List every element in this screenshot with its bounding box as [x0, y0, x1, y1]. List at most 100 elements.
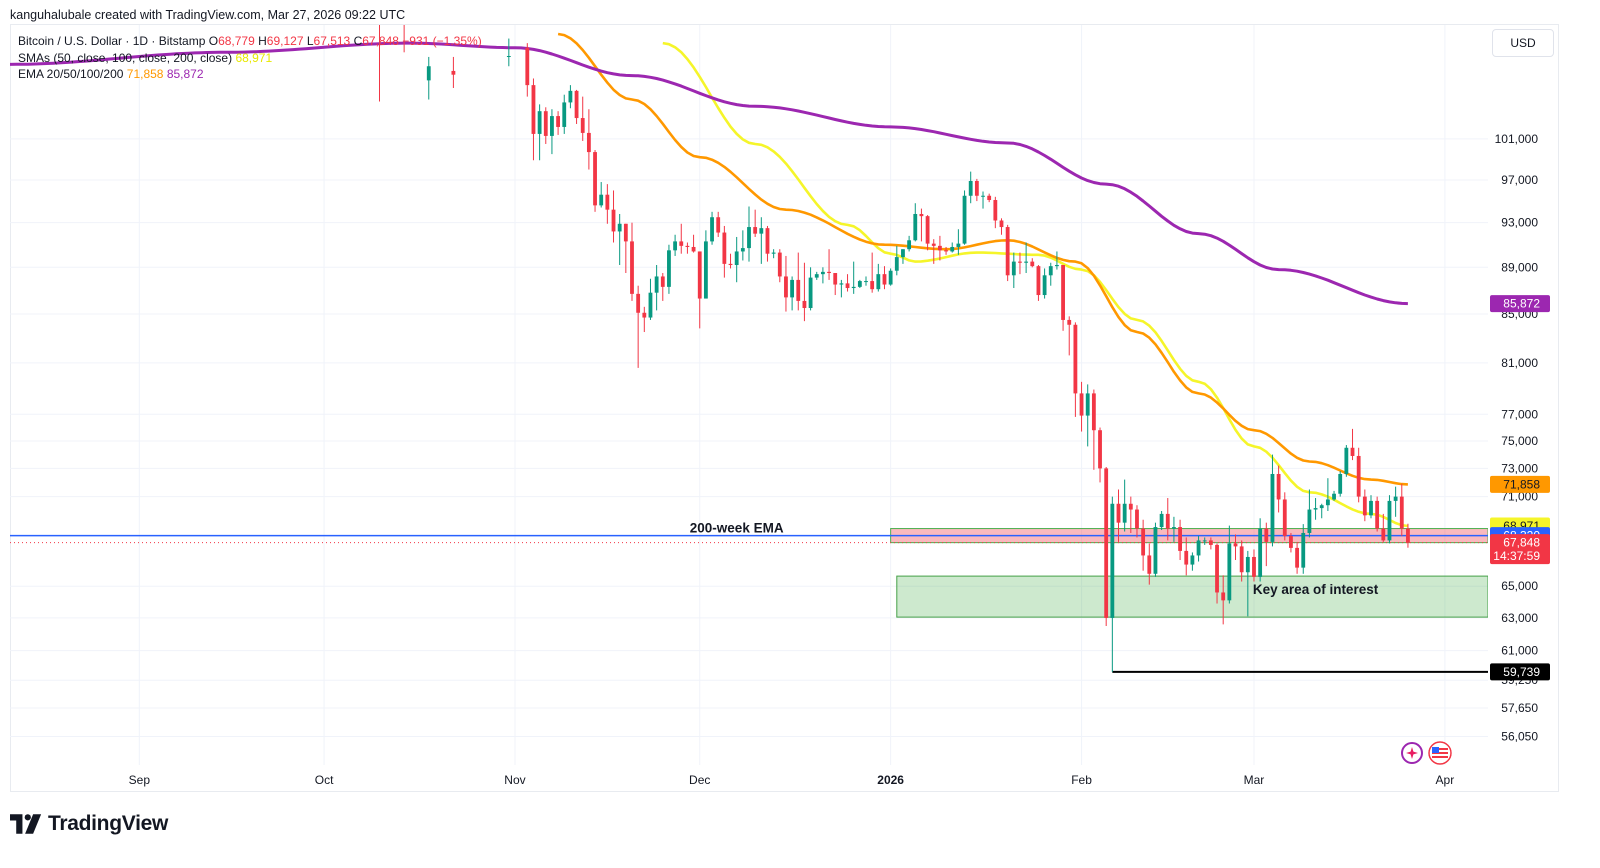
- us-flag-icon[interactable]: [1428, 741, 1452, 765]
- candle-body: [1042, 275, 1047, 296]
- candle: [1018, 252, 1022, 275]
- candle: [1270, 454, 1275, 547]
- candle: [747, 206, 751, 262]
- candle-body: [1239, 546, 1244, 573]
- candle-body: [550, 116, 554, 136]
- candle: [987, 193, 992, 203]
- tradingview-logo[interactable]: TradingView: [10, 812, 168, 836]
- currency-button[interactable]: USD: [1492, 29, 1554, 57]
- candle: [525, 43, 530, 97]
- candle: [814, 271, 819, 280]
- candle-body: [568, 90, 573, 103]
- candle-body: [1196, 540, 1201, 556]
- candle: [673, 234, 678, 256]
- candle-body: [673, 241, 678, 251]
- y-tick-label: 93,000: [1501, 216, 1538, 230]
- candle-body: [482, 12, 486, 16]
- legend-ema-row[interactable]: EMA 20/50/100/200 71,858 85,872: [18, 66, 482, 83]
- candle: [685, 242, 690, 254]
- y-tick-label: 89,000: [1501, 260, 1538, 274]
- candle-body: [1178, 527, 1182, 551]
- candle: [1067, 316, 1072, 356]
- candle: [993, 196, 998, 229]
- x-tick-label: Dec: [689, 773, 710, 787]
- moving-averages: [10, 32, 1409, 528]
- candle: [1165, 498, 1170, 541]
- candle-body: [543, 111, 548, 136]
- candle-body: [728, 263, 733, 266]
- candle-body: [654, 276, 659, 293]
- candle-body: [531, 85, 536, 134]
- candle-body: [599, 194, 604, 206]
- legend-sma-row[interactable]: SMAs (50, close, 100, close, 200, close)…: [18, 50, 482, 67]
- candle-body: [937, 245, 942, 251]
- candle-body: [1098, 430, 1102, 469]
- candle: [1399, 483, 1404, 536]
- candle-body: [907, 240, 912, 250]
- candle: [1172, 516, 1176, 542]
- candle: [716, 211, 721, 237]
- horizontal-lines: [10, 534, 1488, 673]
- legend-high-label: H: [258, 34, 267, 48]
- candle: [378, 0, 382, 102]
- candle: [1264, 522, 1269, 567]
- candle: [1387, 495, 1392, 544]
- candle: [777, 249, 782, 283]
- candle-body: [648, 292, 653, 318]
- price-label-bg: [1490, 475, 1550, 493]
- y-tick-label: 101,000: [1495, 132, 1539, 146]
- candle: [796, 252, 801, 311]
- price-label-text: 59,739: [1503, 665, 1540, 679]
- candle-body: [1344, 447, 1349, 474]
- candle-body: [796, 279, 801, 301]
- candle: [1295, 541, 1300, 574]
- candle: [1325, 478, 1330, 511]
- candle: [1252, 549, 1256, 582]
- candle-body: [1159, 513, 1164, 528]
- y-axis[interactable]: 101,00097,00093,00089,00085,00081,00077,…: [1495, 132, 1539, 744]
- candle: [586, 109, 591, 170]
- candle: [981, 191, 985, 209]
- candle: [1369, 495, 1373, 519]
- candle-body: [931, 243, 936, 246]
- candle-body: [722, 232, 727, 264]
- legend-ema-label[interactable]: EMA 20/50/100/200: [18, 67, 124, 81]
- sparkle-icon[interactable]: [1400, 741, 1424, 765]
- candle: [1061, 265, 1065, 331]
- candle: [1289, 532, 1293, 553]
- y-tick-label: 81,000: [1501, 356, 1538, 370]
- tradingview-wordmark: TradingView: [48, 812, 169, 835]
- candle-body: [667, 250, 671, 287]
- candle: [968, 171, 973, 204]
- candle: [593, 150, 597, 212]
- candle-body: [882, 274, 887, 285]
- candle: [1332, 490, 1336, 501]
- y-tick-label: 65,000: [1501, 579, 1538, 593]
- candle-body: [1073, 324, 1078, 394]
- candle-body: [839, 283, 844, 285]
- candle-body: [784, 276, 788, 298]
- candle: [1301, 524, 1306, 574]
- candle: [944, 246, 948, 255]
- candle-body: [378, 0, 382, 25]
- ma-line-ema-50: [557, 32, 1408, 486]
- candle: [574, 89, 579, 124]
- candle: [1356, 447, 1361, 503]
- y-tick-label: 75,000: [1501, 434, 1538, 448]
- legend-symbol-row[interactable]: Bitcoin / U.S. Dollar · 1D · Bitstamp O6…: [18, 33, 482, 50]
- candle-body: [1018, 261, 1022, 263]
- candle-body: [710, 217, 714, 242]
- created-by-line: kanguhalubale created with TradingView.c…: [10, 8, 406, 22]
- legend-symbol[interactable]: Bitcoin / U.S. Dollar · 1D · Bitstamp: [18, 34, 206, 48]
- candle: [1202, 537, 1207, 545]
- candle: [568, 85, 573, 109]
- candle: [1184, 537, 1189, 576]
- candle: [1030, 258, 1035, 268]
- legend-sma-label[interactable]: SMAs (50, close, 100, close, 200, close): [18, 50, 233, 65]
- legend-ema-value-1: 71,858: [126, 67, 164, 81]
- x-axis[interactable]: Sep Oct Nov Dec 2026 Feb Mar Apr: [129, 773, 1455, 787]
- candle: [1048, 262, 1053, 286]
- candle: [642, 306, 647, 333]
- candle: [667, 244, 671, 294]
